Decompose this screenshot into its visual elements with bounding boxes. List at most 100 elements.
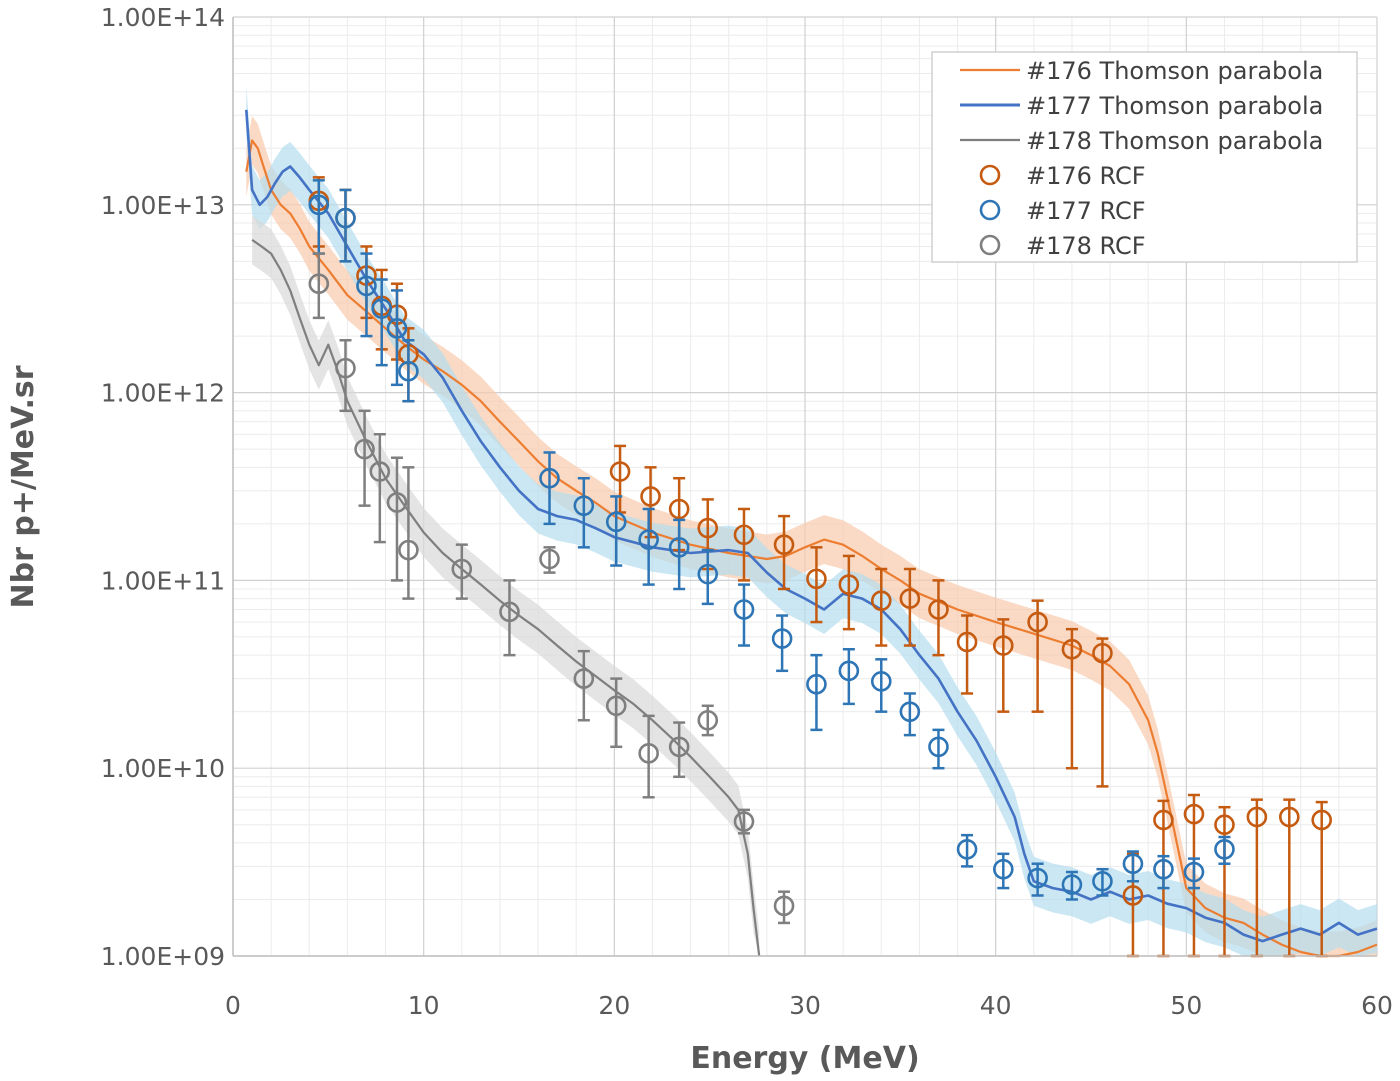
band-176-thomson-parabola [246,116,1377,956]
legend-swatch-177-rcf [979,199,1001,221]
point-176-rcf [928,599,949,620]
point-178-rcf [354,438,375,460]
point-177-rcf [335,207,356,229]
point-177-rcf [1122,853,1144,875]
tick-labels: 1.00E+09 1.00E+10 1.00E+11 1.00E+12 1.00E+13… [101,3,1393,1020]
x-tick-label: 60 [1361,991,1393,1020]
point-176-rcf [870,590,892,611]
point-177-rcf [697,563,719,585]
spectrum-lines [245,109,1378,958]
point-176-rcf [1246,806,1268,828]
y-tick-label: 1.00E+13 [101,191,225,220]
point-177-rcf [605,511,627,533]
y-tick-label: 1.00E+12 [101,379,225,408]
x-tick-label: 30 [789,991,821,1020]
point-177-rcf [539,467,560,489]
axes [232,17,1377,957]
point-176-rcf [838,574,860,595]
line-177-thomson-parabola [245,109,1378,943]
uncertainty-bands [246,85,1377,956]
x-tick-label: 50 [1170,991,1202,1020]
line-178-thomson-parabola [251,238,761,957]
point-178-rcf [773,895,795,917]
point-176-rcf [1092,642,1113,664]
point-177-rcf [1183,861,1205,883]
legend-swatch-176-rcf [979,164,1001,186]
y-tick-label: 1.00E+11 [101,566,225,595]
point-177-rcf [806,673,827,695]
point-177-rcf [1214,838,1235,860]
point-177-rcf [308,194,330,216]
point-177-rcf [1061,874,1083,895]
point-177-rcf [899,701,921,722]
point-176-rcf [899,588,921,609]
legend-swatch-178-rcf [979,234,1001,256]
point-177-rcf [638,529,659,550]
point-177-rcf [992,858,1014,880]
point-178-rcf [638,743,659,764]
x-tick-label: 20 [598,991,630,1020]
point-177-rcf [1027,867,1048,889]
point-178-rcf [386,492,408,513]
point-177-rcf [371,298,393,319]
y-tick-label: 1.00E+14 [101,3,225,32]
point-176-rcf [697,517,719,539]
point-177-rcf [386,317,408,339]
y-tick-label: 1.00E+10 [101,754,225,783]
point-177-rcf [838,660,860,682]
point-177-rcf [573,495,595,516]
legend-label-177-rcf: #177 RCF [1026,197,1146,225]
point-176-rcf [956,631,978,653]
point-176-rcf [733,524,755,546]
point-178-rcf [697,709,719,731]
legend-label-176-thomson-parabola: #176 Thomson parabola [1026,57,1323,85]
point-178-rcf [398,539,419,561]
point-177-rcf [928,736,949,758]
point-176-rcf [1278,806,1300,828]
x-axis-title: Energy (MeV) [690,1041,919,1076]
legend-label-176-rcf: #176 RCF [1026,162,1146,190]
rcf-points [308,176,1333,958]
point-178-rcf [451,558,473,580]
line-176-thomson-parabola [245,139,1378,958]
point-177-rcf [956,838,978,860]
point-178-rcf [573,668,595,689]
x-tick-label: 40 [980,991,1012,1020]
point-178-rcf [499,601,520,623]
legend-box [931,51,1358,263]
legend-label-177-thomson-parabola: #177 Thomson parabola [1026,92,1323,120]
point-177-rcf [771,628,793,649]
point-176-rcf [806,568,827,590]
band-178-thomson-parabola [252,215,760,956]
point-178-rcf [733,811,755,832]
point-176-rcf [992,635,1014,656]
x-tick-label: 10 [408,991,440,1020]
point-177-rcf [870,671,892,692]
y-axis-title: Nbr p+/MeV.sr [6,365,41,608]
point-176-rcf [668,498,690,520]
point-176-rcf [1214,814,1235,836]
point-178-rcf [668,736,690,758]
point-176-rcf [1061,638,1083,660]
point-178-rcf [539,548,560,570]
point-176-rcf [609,461,631,482]
legend-label-178-thomson-parabola: #178 Thomson parabola [1026,127,1323,155]
point-176-rcf [1027,611,1048,633]
point-176-rcf [1183,803,1205,825]
point-177-rcf [1153,858,1174,880]
point-177-rcf [668,537,690,558]
point-176-rcf [640,486,661,507]
legend: #176 Thomson parabola #177 Thomson parabo… [931,51,1358,263]
point-177-rcf [733,599,755,620]
point-176-rcf [773,534,795,555]
point-177-rcf [398,360,419,382]
y-tick-label: 1.00E+09 [101,942,225,971]
legend-label-178-rcf: #178 RCF [1026,232,1146,260]
point-178-rcf [605,695,627,717]
point-178-rcf [308,273,330,295]
x-tick-label: 0 [225,991,241,1020]
point-178-rcf [369,461,391,482]
point-176-rcf [1153,809,1174,831]
point-177-rcf [356,275,377,297]
